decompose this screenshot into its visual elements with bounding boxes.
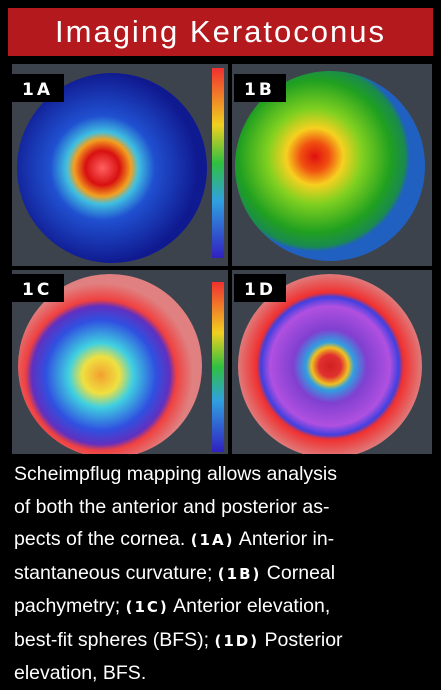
panel-label: 1A — [22, 80, 53, 100]
caption-text: stantaneous curvature; — [14, 562, 218, 584]
caption-text: pects of the cornea. — [14, 528, 191, 550]
caption-text: Anterior elevation, — [169, 595, 331, 617]
caption-text: Scheimpflug mapping allows analysis — [14, 463, 337, 485]
caption-text: Posterior — [259, 629, 342, 651]
caption-text: Anterior in- — [234, 528, 334, 550]
caption-line: of both the anterior and posterior as- — [14, 491, 434, 524]
caption-text: of both the anterior and posterior as- — [14, 496, 329, 518]
panel-label: 1B — [244, 80, 275, 100]
caption-text: Corneal — [261, 562, 335, 584]
panel-label: 1C — [22, 280, 52, 300]
figure-ref: (1C) — [126, 598, 169, 616]
figure-ref: (1A) — [191, 531, 235, 549]
figure-ref: (1B) — [218, 565, 262, 583]
figure-panels: 1A 1B 1C 1D — [12, 60, 432, 454]
caption-text: best-fit spheres (BFS); — [14, 629, 214, 651]
caption-line: elevation, BFS. — [14, 657, 434, 690]
caption-text: pachymetry; — [14, 595, 126, 617]
title-bar: Imaging Keratoconus — [8, 8, 433, 56]
caption-text: elevation, BFS. — [14, 662, 146, 684]
caption-line: pects of the cornea. (1A) Anterior in- — [14, 523, 434, 557]
caption-line: pachymetry; (1C) Anterior elevation, — [14, 590, 434, 624]
figure-ref: (1D) — [214, 632, 259, 650]
caption-line: stantaneous curvature; (1B) Corneal — [14, 557, 434, 591]
caption-line: best-fit spheres (BFS); (1D) Posterior — [14, 624, 434, 658]
caption-line: Scheimpflug mapping allows analysis — [14, 458, 434, 491]
panel-label: 1D — [244, 280, 276, 300]
caption: Scheimpflug mapping allows analysis of bo… — [14, 458, 434, 690]
page: Imaging Keratoconus 1A 1B 1C 1D Scheimpf… — [0, 0, 441, 686]
